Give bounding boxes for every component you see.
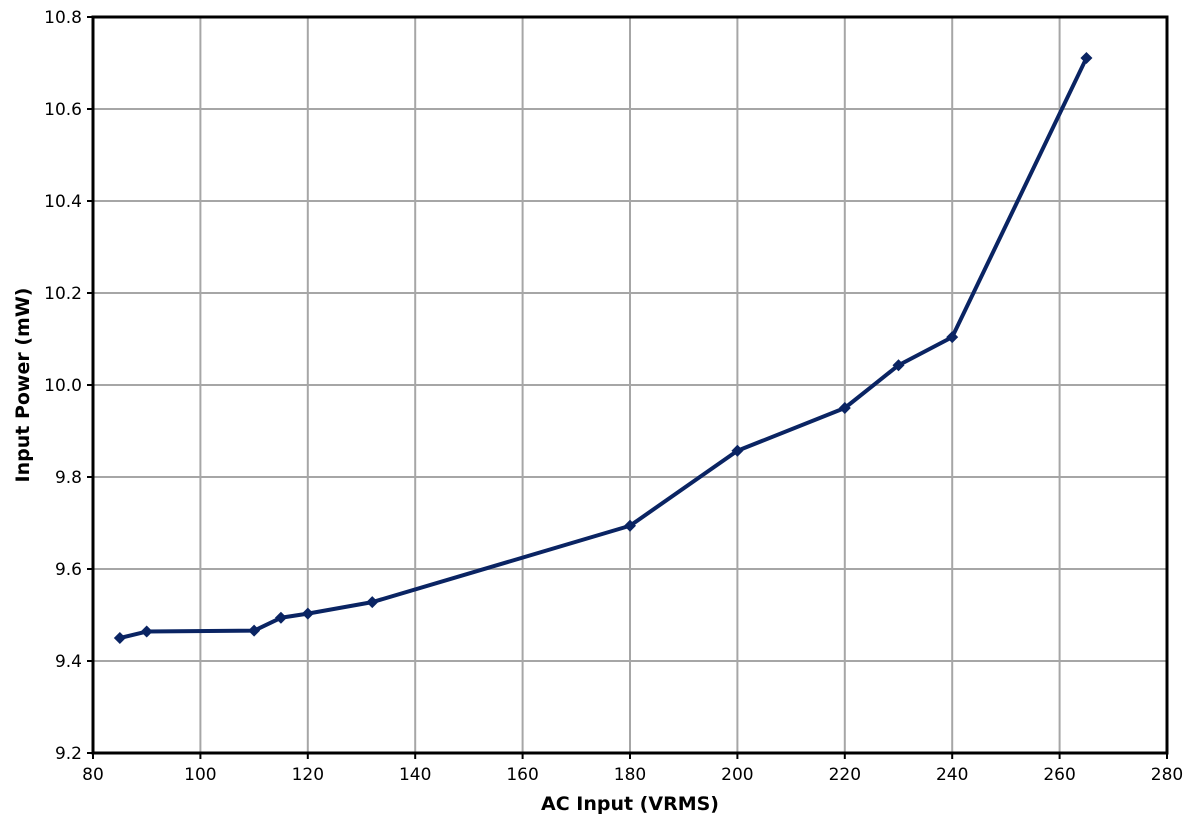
x-tick-label: 80 — [82, 765, 104, 785]
data-point-marker — [274, 611, 287, 624]
y-tick-label: 9.8 — [55, 468, 82, 488]
x-tick-label: 220 — [829, 765, 861, 785]
data-point-marker — [366, 596, 379, 609]
x-tick-label: 100 — [184, 765, 216, 785]
data-point-marker — [731, 444, 744, 457]
x-tick-label: 200 — [721, 765, 753, 785]
data-point-marker — [624, 519, 636, 532]
x-tick-label: 280 — [1151, 765, 1183, 785]
y-tick-label: 10.8 — [44, 8, 82, 28]
y-tick-label: 10.0 — [44, 376, 82, 396]
y-tick-label: 9.4 — [55, 652, 82, 672]
data-point-marker — [946, 331, 959, 344]
data-point-marker — [301, 607, 314, 620]
y-tick-label: 10.2 — [44, 284, 82, 304]
y-tick-label: 10.6 — [44, 100, 82, 120]
x-tick-label: 180 — [614, 765, 646, 785]
x-tick-label: 140 — [399, 765, 431, 785]
y-axis-title: Input Power (mW) — [12, 288, 34, 483]
series-layer — [113, 51, 1093, 644]
x-axis-title: AC Input (VRMS) — [541, 793, 719, 815]
grid-lines — [93, 17, 1167, 753]
data-point-marker — [1080, 51, 1093, 64]
x-tick-label: 240 — [936, 765, 968, 785]
data-point-marker — [113, 632, 126, 644]
series-line — [119, 57, 1089, 640]
x-tick-label: 160 — [506, 765, 538, 785]
y-tick-label: 9.6 — [55, 560, 82, 580]
x-tick-label: 260 — [1043, 765, 1075, 785]
data-point-marker — [892, 359, 905, 372]
data-point-marker — [838, 402, 851, 414]
y-tick-label: 10.4 — [44, 192, 82, 212]
data-point-marker — [140, 625, 153, 638]
tick-labels: 80 100 120 140 160 180 200 220 240 260 280 9.2 9.4 9.… — [44, 8, 1183, 785]
y-tick-label: 9.2 — [55, 744, 82, 764]
x-tick-label: 120 — [292, 765, 324, 785]
data-point-marker — [248, 624, 261, 637]
